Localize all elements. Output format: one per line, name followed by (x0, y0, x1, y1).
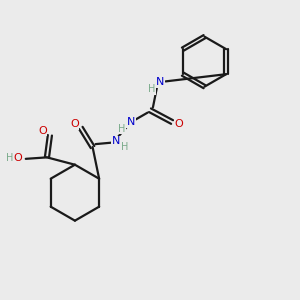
Text: O: O (70, 119, 79, 129)
Text: H: H (118, 124, 126, 134)
Text: O: O (174, 119, 183, 129)
Text: N: N (127, 117, 135, 127)
Text: N: N (156, 77, 164, 87)
Text: H: H (148, 84, 156, 94)
Text: O: O (13, 153, 22, 163)
Text: H: H (6, 153, 13, 163)
Text: O: O (38, 126, 47, 136)
Text: N: N (112, 136, 120, 146)
Text: H: H (121, 142, 129, 152)
